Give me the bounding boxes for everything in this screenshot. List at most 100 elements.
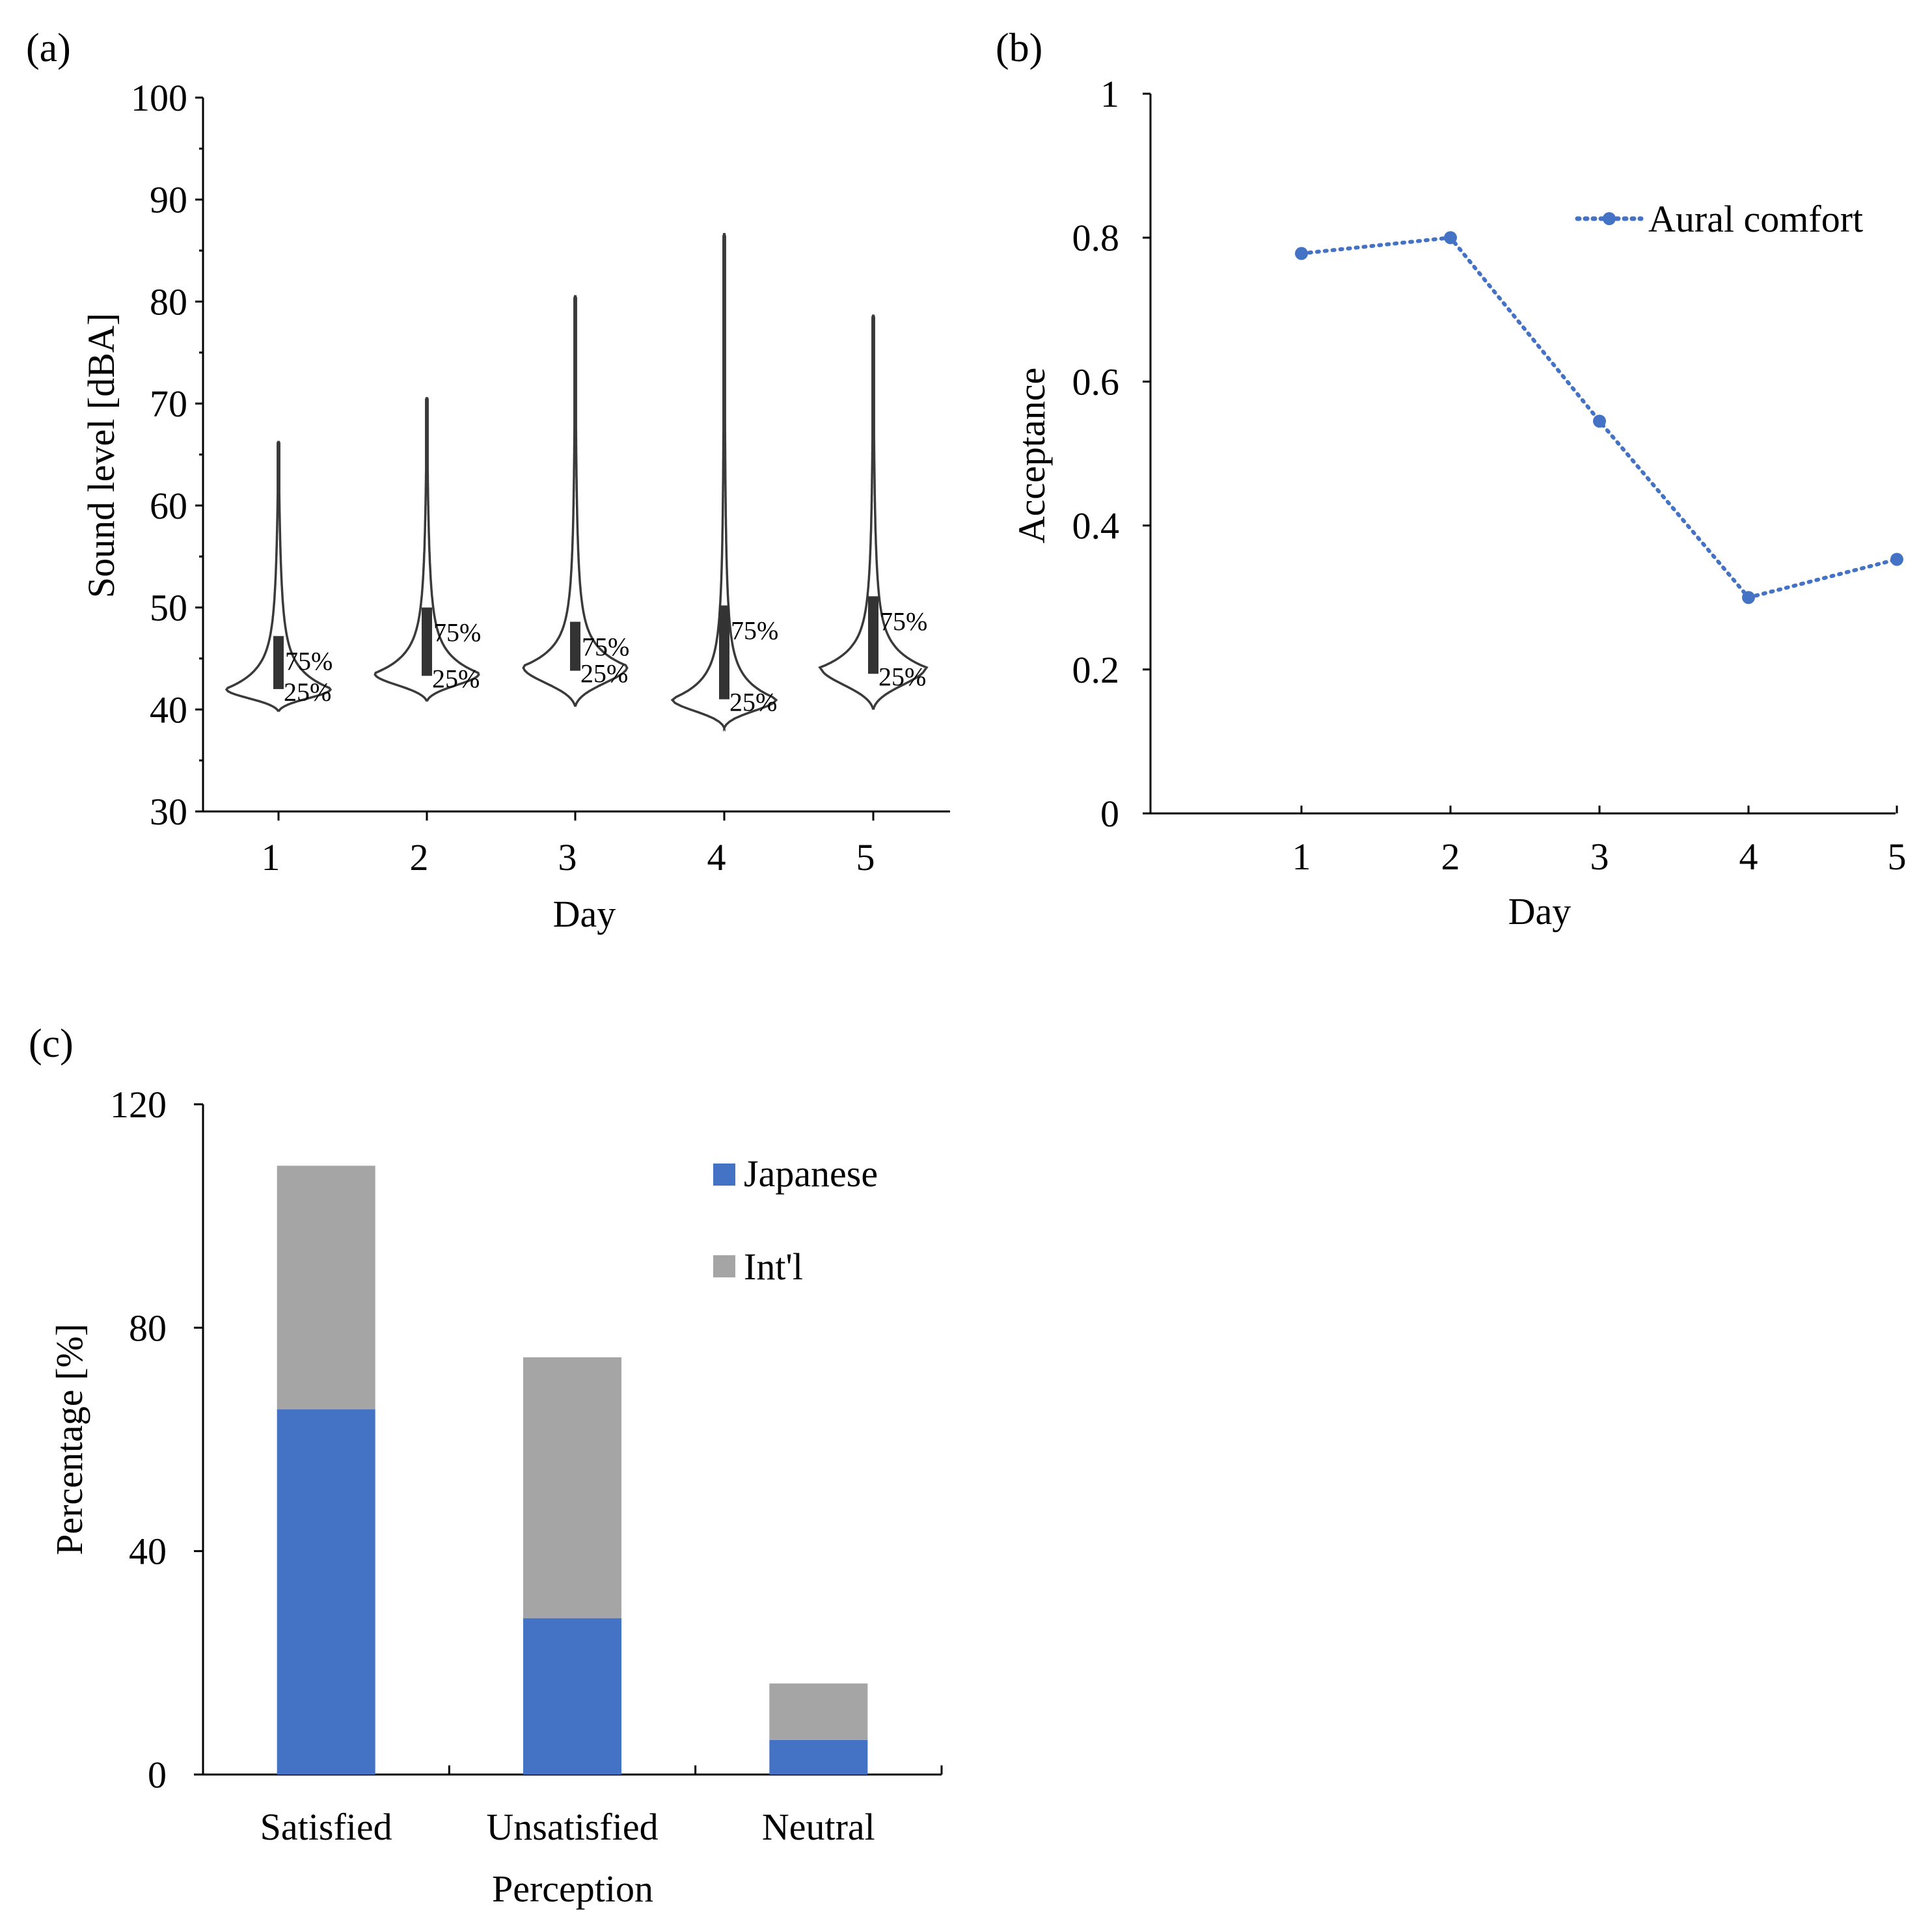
iqr-box-day-4 — [719, 605, 729, 700]
panel-b-x-tick-label: 5 — [1888, 836, 1907, 878]
panel-a-y-tick-label: 70 — [150, 383, 187, 425]
violin-body-day-3 — [522, 295, 629, 707]
violin-day-2: 75% 25% — [374, 397, 481, 702]
panel-a-y-tick-label: 40 — [150, 688, 187, 731]
q1-label-day-3: 25% — [580, 659, 628, 688]
panel-c-y-tick-label: 120 — [110, 1083, 167, 1126]
bar-unsatisfied-int-l — [523, 1357, 621, 1618]
panel-label-c: (c) — [29, 1022, 74, 1066]
q1-label-day-1: 25% — [284, 677, 331, 707]
panel-a-violins: 75%25%75%25%75%25%75%25%75%25% — [224, 232, 929, 732]
violin-day-5: 75% 25% — [818, 314, 929, 710]
point-day-3 — [1593, 415, 1606, 428]
point-day-1 — [1295, 247, 1308, 260]
legend-swatch-japanese — [713, 1163, 735, 1186]
panel-a-y-tick-label: 60 — [150, 485, 187, 527]
violin-day-4: 75% 25% — [670, 232, 778, 732]
panel-b-y-tick-label: 0.8 — [1072, 217, 1120, 259]
panel-a-y-tick-label: 50 — [150, 587, 187, 629]
panel-a-x-title: Day — [553, 893, 616, 935]
panel-a-y-tick-label: 80 — [150, 280, 187, 323]
q3-label-day-1: 75% — [285, 646, 333, 675]
bar-unsatisfied-japanese — [523, 1618, 621, 1775]
panel-b-y-title: Acceptance — [1011, 368, 1053, 543]
bar-satisfied-japanese — [277, 1409, 375, 1775]
panel-b-legend: Aural comfort — [1575, 198, 1863, 240]
panel-a-y-ticks: 30 40 50 60 70 80 90 100 — [131, 77, 203, 833]
violin-body-day-2 — [374, 397, 480, 702]
panel-label-a: (a) — [26, 26, 71, 70]
panel-c-legend: Japanese Int'l — [713, 1152, 878, 1288]
iqr-box-day-3 — [570, 621, 580, 671]
panel-b-y-ticks: 0 0.2 0.4 0.6 0.8 1 — [1072, 73, 1150, 835]
q3-label-day-4: 75% — [731, 616, 778, 645]
panel-c-x-ticks: Satisfied Unsatisfied Neutral — [260, 1765, 943, 1848]
q1-label-day-4: 25% — [729, 688, 777, 717]
bar-stack-neutral — [769, 1683, 868, 1775]
legend-marker-aural-comfort — [1603, 212, 1616, 225]
violin-body-day-1 — [224, 441, 333, 713]
panel-a-x-tick-label: 2 — [410, 836, 429, 878]
iqr-box-day-5 — [868, 596, 878, 674]
panel-b-y-tick-label: 0 — [1100, 793, 1119, 835]
point-day-4 — [1742, 591, 1755, 605]
violin-day-1: 75%25% — [224, 441, 333, 713]
legend-label-aural-comfort: Aural comfort — [1648, 198, 1863, 240]
panel-b-y-tick-label: 1 — [1100, 73, 1119, 115]
bar-neutral-int-l — [769, 1683, 868, 1740]
panel-label-b: (b) — [996, 26, 1042, 70]
panel-a-y-tick-label: 30 — [150, 791, 187, 833]
panel-c-x-title: Perception — [492, 1868, 653, 1910]
panel-a-y-tick-label: 100 — [131, 77, 187, 119]
panel-a-x-ticks: 1 2 3 4 5 — [262, 811, 875, 878]
panel-a-y-tick-label: 90 — [150, 179, 187, 221]
panel-c: (c) 0 40 80 120 Satisfied Unsatisfied Neutral… — [29, 1022, 943, 1910]
point-day-5 — [1890, 552, 1903, 566]
panel-b-y-tick-label: 0.6 — [1072, 361, 1120, 403]
violin-day-3: 75%25% — [522, 295, 629, 707]
panel-c-x-tick-label: Neutral — [762, 1806, 875, 1848]
q3-label-day-3: 75% — [582, 633, 629, 662]
violin-body-day-5 — [818, 314, 929, 710]
point-day-2 — [1444, 231, 1457, 245]
panel-b-x-tick-label: 3 — [1590, 836, 1609, 878]
bar-stack-unsatisfied — [523, 1357, 621, 1775]
panel-c-y-title: Percentage [%] — [48, 1324, 90, 1555]
bar-stack-satisfied — [277, 1165, 375, 1775]
violin-body-day-4 — [670, 232, 778, 732]
bar-satisfied-int-l — [277, 1165, 375, 1409]
panel-c-y-tick-label: 80 — [129, 1307, 167, 1349]
panel-b: (b) 0 0.2 0.4 0.6 0.8 1 1 2 3 4 5 Aural comfort D… — [996, 26, 1907, 932]
panel-c-y-tick-label: 0 — [148, 1754, 167, 1796]
panel-a-x-tick-label: 1 — [262, 836, 280, 878]
panel-b-y-tick-label: 0.4 — [1072, 505, 1120, 547]
iqr-box-day-2 — [422, 607, 432, 676]
panel-c-y-ticks: 0 40 80 120 — [110, 1083, 203, 1796]
q1-label-day-2: 25% — [432, 664, 480, 694]
panel-b-x-tick-label: 2 — [1441, 836, 1460, 878]
series-aural-comfort — [1295, 231, 1903, 605]
panel-b-x-tick-label: 4 — [1739, 836, 1758, 878]
iqr-box-day-1 — [273, 636, 284, 689]
legend-label-intl: Int'l — [744, 1245, 803, 1288]
panel-c-x-tick-label: Satisfied — [260, 1806, 392, 1848]
q1-label-day-5: 25% — [878, 662, 926, 691]
panel-b-x-tick-label: 1 — [1292, 836, 1311, 878]
panel-a-x-tick-label: 5 — [856, 836, 875, 878]
panel-a-x-tick-label: 4 — [707, 836, 726, 878]
panel-b-series — [1295, 231, 1903, 605]
panel-b-x-ticks: 1 2 3 4 5 — [1292, 806, 1907, 878]
panel-b-x-title: Day — [1508, 890, 1571, 932]
panel-a-x-tick-label: 3 — [558, 836, 577, 878]
panel-b-y-tick-label: 0.2 — [1072, 649, 1120, 691]
panel-c-bars — [277, 1165, 868, 1775]
q3-label-day-5: 75% — [880, 606, 927, 636]
panel-a-grid-axes: 30 40 50 60 70 80 90 100 1 2 3 4 5 — [131, 77, 950, 878]
panel-c-y-tick-label: 40 — [129, 1531, 167, 1573]
legend-swatch-intl — [713, 1255, 735, 1277]
panel-c-x-tick-label: Unsatisfied — [486, 1806, 658, 1848]
bar-neutral-japanese — [769, 1739, 868, 1775]
legend-label-japanese: Japanese — [744, 1152, 878, 1195]
